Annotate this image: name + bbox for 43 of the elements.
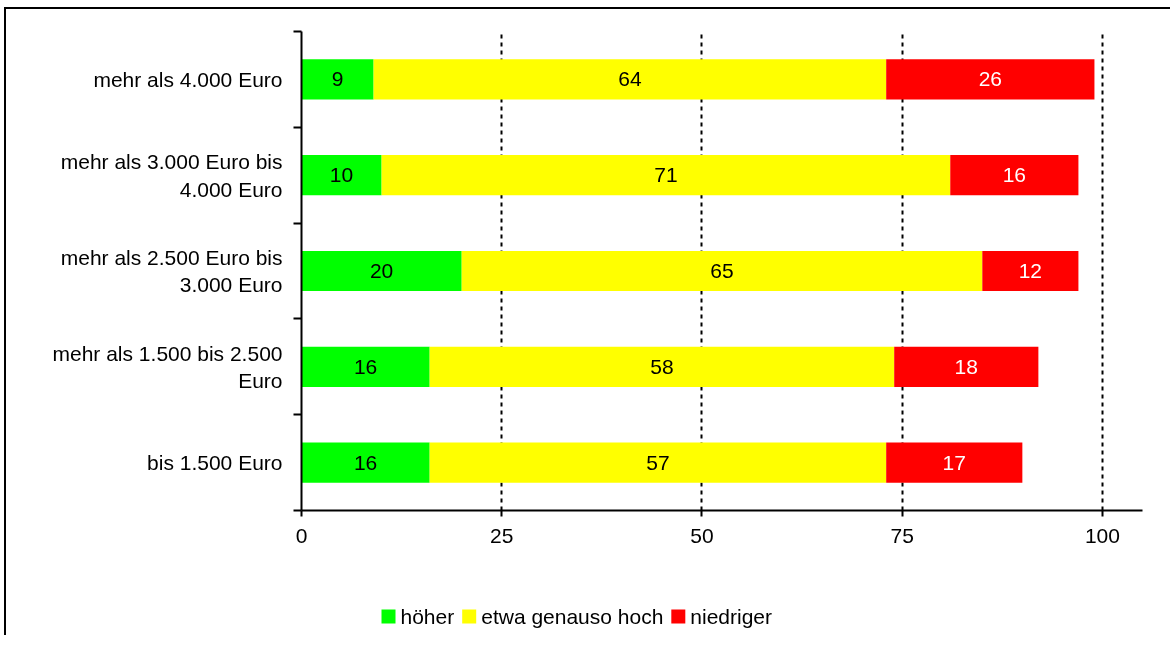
bar: [301, 59, 374, 100]
bar: [461, 250, 983, 292]
bar: [894, 346, 1039, 387]
data-label: 20: [369, 259, 394, 282]
bar: [886, 59, 1095, 100]
bar: [886, 442, 1023, 483]
bar: [429, 442, 887, 483]
data-label: 10: [329, 163, 354, 187]
y-tick-label: bis 1.500 Euro: [147, 451, 283, 475]
y-tick-label: mehr als 2.500 Euro bis 3.000 Euro: [60, 245, 283, 297]
data-label: 26: [978, 67, 1002, 91]
data-label: 71: [654, 163, 678, 187]
x-tick-label: 50: [690, 523, 714, 547]
data-label: 16: [353, 354, 378, 378]
data-label: 57: [646, 450, 670, 474]
bar: [301, 346, 430, 387]
bar: [381, 155, 951, 196]
legend-label: etwa genauso hoch: [481, 605, 664, 628]
data-label: 18: [954, 354, 978, 378]
data-label: 17: [942, 450, 966, 474]
x-tick-label: 0: [295, 523, 308, 547]
data-label: 16: [1002, 163, 1027, 187]
bar: [429, 346, 895, 387]
bar: [982, 250, 1079, 292]
bar: [301, 155, 382, 196]
data-label: 9: [331, 67, 344, 91]
bar: [373, 59, 887, 100]
x-tick-label: 100: [1084, 523, 1120, 547]
x-tick-label: 25: [490, 523, 514, 547]
data-label: 58: [650, 354, 674, 378]
data-label: 64: [618, 67, 642, 91]
bar: [301, 442, 430, 483]
y-tick-label: mehr als 4.000 Euro: [93, 67, 283, 91]
data-label: 16: [353, 450, 378, 474]
x-tick-label: 75: [890, 523, 914, 547]
y-tick-label: mehr als 1.500 bis 2.500 Euro: [52, 341, 283, 393]
data-label: 12: [1018, 259, 1043, 282]
legend-label: höher: [400, 605, 455, 628]
y-tick-label: mehr als 3.000 Euro bis 4.000 Euro: [60, 149, 283, 201]
bar: [950, 155, 1079, 196]
legend-label: niedriger: [690, 605, 773, 628]
bar: [301, 250, 462, 292]
data-label: 65: [710, 259, 734, 282]
